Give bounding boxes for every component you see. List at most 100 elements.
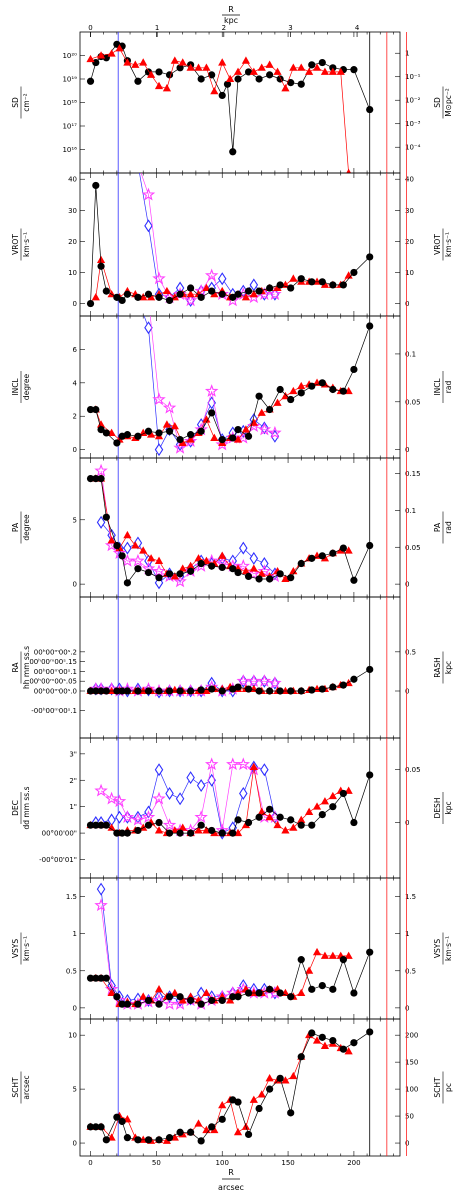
data-point-triangle <box>249 564 258 572</box>
plot-area <box>86 463 374 590</box>
data-point-circle <box>144 568 153 577</box>
data-point-circle <box>297 687 305 695</box>
data-point-triangle <box>281 574 290 582</box>
data-point-triangle <box>312 63 322 71</box>
data-point-circle <box>318 811 326 819</box>
data-point-circle <box>218 1115 226 1123</box>
right-tick-label: 0 <box>405 300 409 308</box>
left-tick-label: 00ʰ00ᵐ00ˢ.15 <box>29 658 77 666</box>
data-point-diamond <box>175 792 185 806</box>
left-tick-label: 0 <box>73 300 77 308</box>
right-tick-label: 100 <box>405 1086 418 1094</box>
data-point-triangle <box>154 985 164 993</box>
right-tick-label: 50 <box>405 1113 414 1121</box>
left-axis-label: SCHT <box>11 1077 20 1098</box>
data-point-triangle <box>233 67 243 75</box>
right-tick-label: 40 <box>405 176 414 184</box>
data-point-circle <box>165 427 174 435</box>
data-point-circle <box>297 1053 305 1061</box>
data-point-triangle <box>281 391 290 400</box>
data-point-circle <box>218 687 226 695</box>
data-point-circle <box>123 1134 132 1142</box>
top-axis-unit: kpc <box>224 16 238 25</box>
data-point-circle <box>208 685 216 693</box>
data-point-star <box>247 566 261 580</box>
data-point-circle <box>155 68 163 76</box>
plot-area <box>86 158 374 308</box>
data-point-circle <box>144 996 153 1005</box>
data-point-circle <box>86 299 95 308</box>
data-point-circle <box>255 813 263 821</box>
right-tick-label: 10⁻⁴ <box>405 144 421 152</box>
data-point-circle <box>102 513 110 521</box>
data-point-triangle <box>226 74 235 82</box>
data-point-circle <box>165 993 174 1001</box>
left-tick-label: 10 <box>68 269 77 277</box>
data-point-circle <box>97 974 105 982</box>
data-point-triangle <box>218 58 227 66</box>
data-point-circle <box>113 541 121 550</box>
right-tick-label: 0 <box>405 1004 409 1012</box>
data-point-star <box>173 440 187 454</box>
data-point-star <box>257 564 272 577</box>
data-point-circle <box>287 816 295 824</box>
data-point-circle <box>366 771 374 779</box>
data-point-triangle <box>202 686 211 694</box>
data-point-diamond <box>134 158 141 169</box>
right-tick-label: 0 <box>405 819 409 827</box>
data-point-circle <box>366 1028 374 1036</box>
data-point-circle <box>86 474 95 483</box>
data-point-triangle <box>147 430 156 438</box>
data-point-triangle <box>162 286 172 295</box>
data-point-triangle <box>273 398 282 406</box>
right-axis-title: DESH kpc <box>433 792 453 824</box>
series-line <box>90 43 371 152</box>
right-axis-unit: km·s⁻¹ <box>444 936 453 961</box>
panel-frame <box>79 457 401 598</box>
data-point-triangle <box>123 58 132 66</box>
data-point-triangle <box>86 54 95 63</box>
data-point-triangle <box>194 554 203 562</box>
data-point-circle <box>244 1130 253 1139</box>
data-point-circle <box>86 77 95 85</box>
right-tick-label: 0.1 <box>405 507 416 515</box>
data-point-circle <box>102 429 110 437</box>
data-point-circle <box>176 829 184 837</box>
data-point-circle <box>229 293 237 301</box>
data-point-star <box>204 757 219 771</box>
data-point-star <box>131 812 145 826</box>
data-point-circle <box>197 75 205 83</box>
data-point-circle <box>366 105 374 114</box>
data-point-star <box>104 791 119 805</box>
left-axis-label: INCL <box>11 378 20 396</box>
data-point-circle <box>218 290 226 298</box>
right-tick-label: 0.1 <box>405 350 416 358</box>
data-point-circle <box>339 387 347 395</box>
data-point-circle <box>266 71 274 79</box>
data-point-triangle <box>241 566 251 575</box>
data-point-diamond <box>239 541 248 555</box>
left-tick-label: -00ʰ00ᵐ00ˢ.1 <box>31 707 77 715</box>
data-point-circle <box>350 1039 358 1047</box>
data-point-circle <box>187 687 195 695</box>
left-axis-unit: dd mm ss.s <box>22 786 31 829</box>
left-axis-unit: degree <box>22 514 31 541</box>
left-tick-label: 5 <box>73 516 77 524</box>
data-point-circle <box>118 1000 126 1008</box>
right-axis-unit: rad <box>444 381 453 394</box>
data-point-circle <box>176 993 184 1001</box>
right-tick-label: 0 <box>405 688 409 696</box>
data-point-circle <box>86 974 95 982</box>
data-point-triangle <box>170 988 179 997</box>
left-axis-title: DEC dd mm ss.s <box>11 786 31 829</box>
data-point-triangle <box>249 762 258 771</box>
right-axis-title: INCL rad <box>433 371 453 403</box>
data-point-triangle <box>265 1074 274 1082</box>
data-point-circle <box>144 427 153 435</box>
data-point-circle <box>208 287 216 295</box>
data-point-circle <box>234 426 242 434</box>
series-circle <box>86 1028 374 1145</box>
left-tick-label: 10¹⁸ <box>62 99 77 107</box>
